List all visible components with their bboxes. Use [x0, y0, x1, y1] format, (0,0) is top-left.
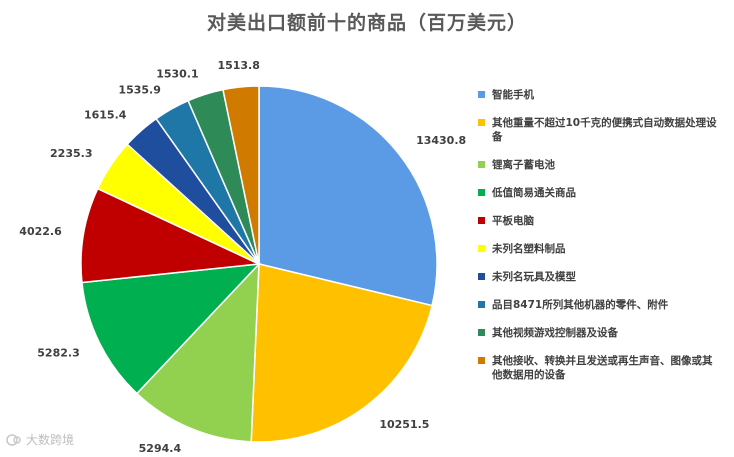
legend-label: 智能手机 [492, 89, 534, 101]
legend-swatch [478, 189, 485, 196]
legend-item-1: 智能手机 [478, 88, 718, 102]
data-label-4: 5282.3 [37, 347, 79, 360]
legend-item-3: 锂离子蓄电池 [478, 158, 718, 172]
pie-slice-10 [222, 85, 260, 265]
legend-label: 低值简易通关商品 [492, 187, 576, 199]
chart-legend: 智能手机其他重量不超过10千克的便携式自动数据处理设备锂离子蓄电池低值简易通关商… [478, 88, 718, 396]
legend-label: 其他接收、转换并且发送或再生声音、图像或其他数据用的设备 [492, 355, 713, 381]
data-label-1: 13430.8 [416, 134, 466, 147]
legend-swatch [478, 273, 485, 280]
legend-item-4: 低值简易通关商品 [478, 186, 718, 200]
data-label-2: 10251.5 [379, 418, 429, 431]
legend-swatch [478, 329, 485, 336]
data-label-5: 4022.6 [19, 225, 62, 238]
pie-slice-3 [135, 262, 260, 443]
legend-swatch [478, 245, 485, 252]
legend-swatch [478, 161, 485, 168]
legend-label: 其他视频游戏控制器及设备 [492, 327, 618, 339]
legend-swatch [478, 217, 485, 224]
legend-item-5: 平板电脑 [478, 214, 718, 228]
legend-item-10: 其他接收、转换并且发送或再生声音、图像或其他数据用的设备 [478, 354, 718, 382]
legend-label: 锂离子蓄电池 [492, 159, 555, 171]
watermark-logo-icon [6, 433, 21, 446]
pie-slice-5 [80, 187, 262, 284]
data-label-10: 1513.8 [217, 59, 259, 72]
legend-item-6: 未列名塑料制品 [478, 242, 718, 256]
legend-label: 未列名玩具及模型 [492, 271, 576, 283]
legend-swatch [478, 357, 485, 364]
legend-label: 品目8471所列其他机器的零件、附件 [492, 299, 669, 311]
legend-label: 未列名塑料制品 [492, 243, 566, 255]
legend-swatch [478, 119, 485, 126]
pie-slice-2 [250, 263, 433, 443]
legend-swatch [478, 301, 485, 308]
pie-slice-4 [81, 263, 261, 395]
chart-title: 对美出口额前十的商品（百万美元） [206, 12, 527, 34]
legend-label: 其他重量不超过10千克的便携式自动数据处理设备 [492, 117, 717, 143]
legend-label: 平板电脑 [492, 215, 534, 227]
data-label-6: 2235.3 [50, 147, 92, 160]
legend-item-8: 品目8471所列其他机器的零件、附件 [478, 298, 718, 312]
watermark: 大数跨境 [6, 431, 74, 448]
legend-item-2: 其他重量不超过10千克的便携式自动数据处理设备 [478, 116, 718, 144]
pie-slice-1 [258, 85, 438, 307]
data-label-7: 1615.4 [84, 108, 127, 121]
legend-swatch [478, 91, 485, 98]
watermark-text: 大数跨境 [26, 433, 75, 447]
data-label-8: 1535.9 [118, 84, 160, 97]
data-label-3: 5294.4 [139, 442, 182, 455]
legend-item-7: 未列名玩具及模型 [478, 270, 718, 284]
legend-item-9: 其他视频游戏控制器及设备 [478, 326, 718, 340]
data-label-9: 1530.1 [156, 67, 198, 80]
